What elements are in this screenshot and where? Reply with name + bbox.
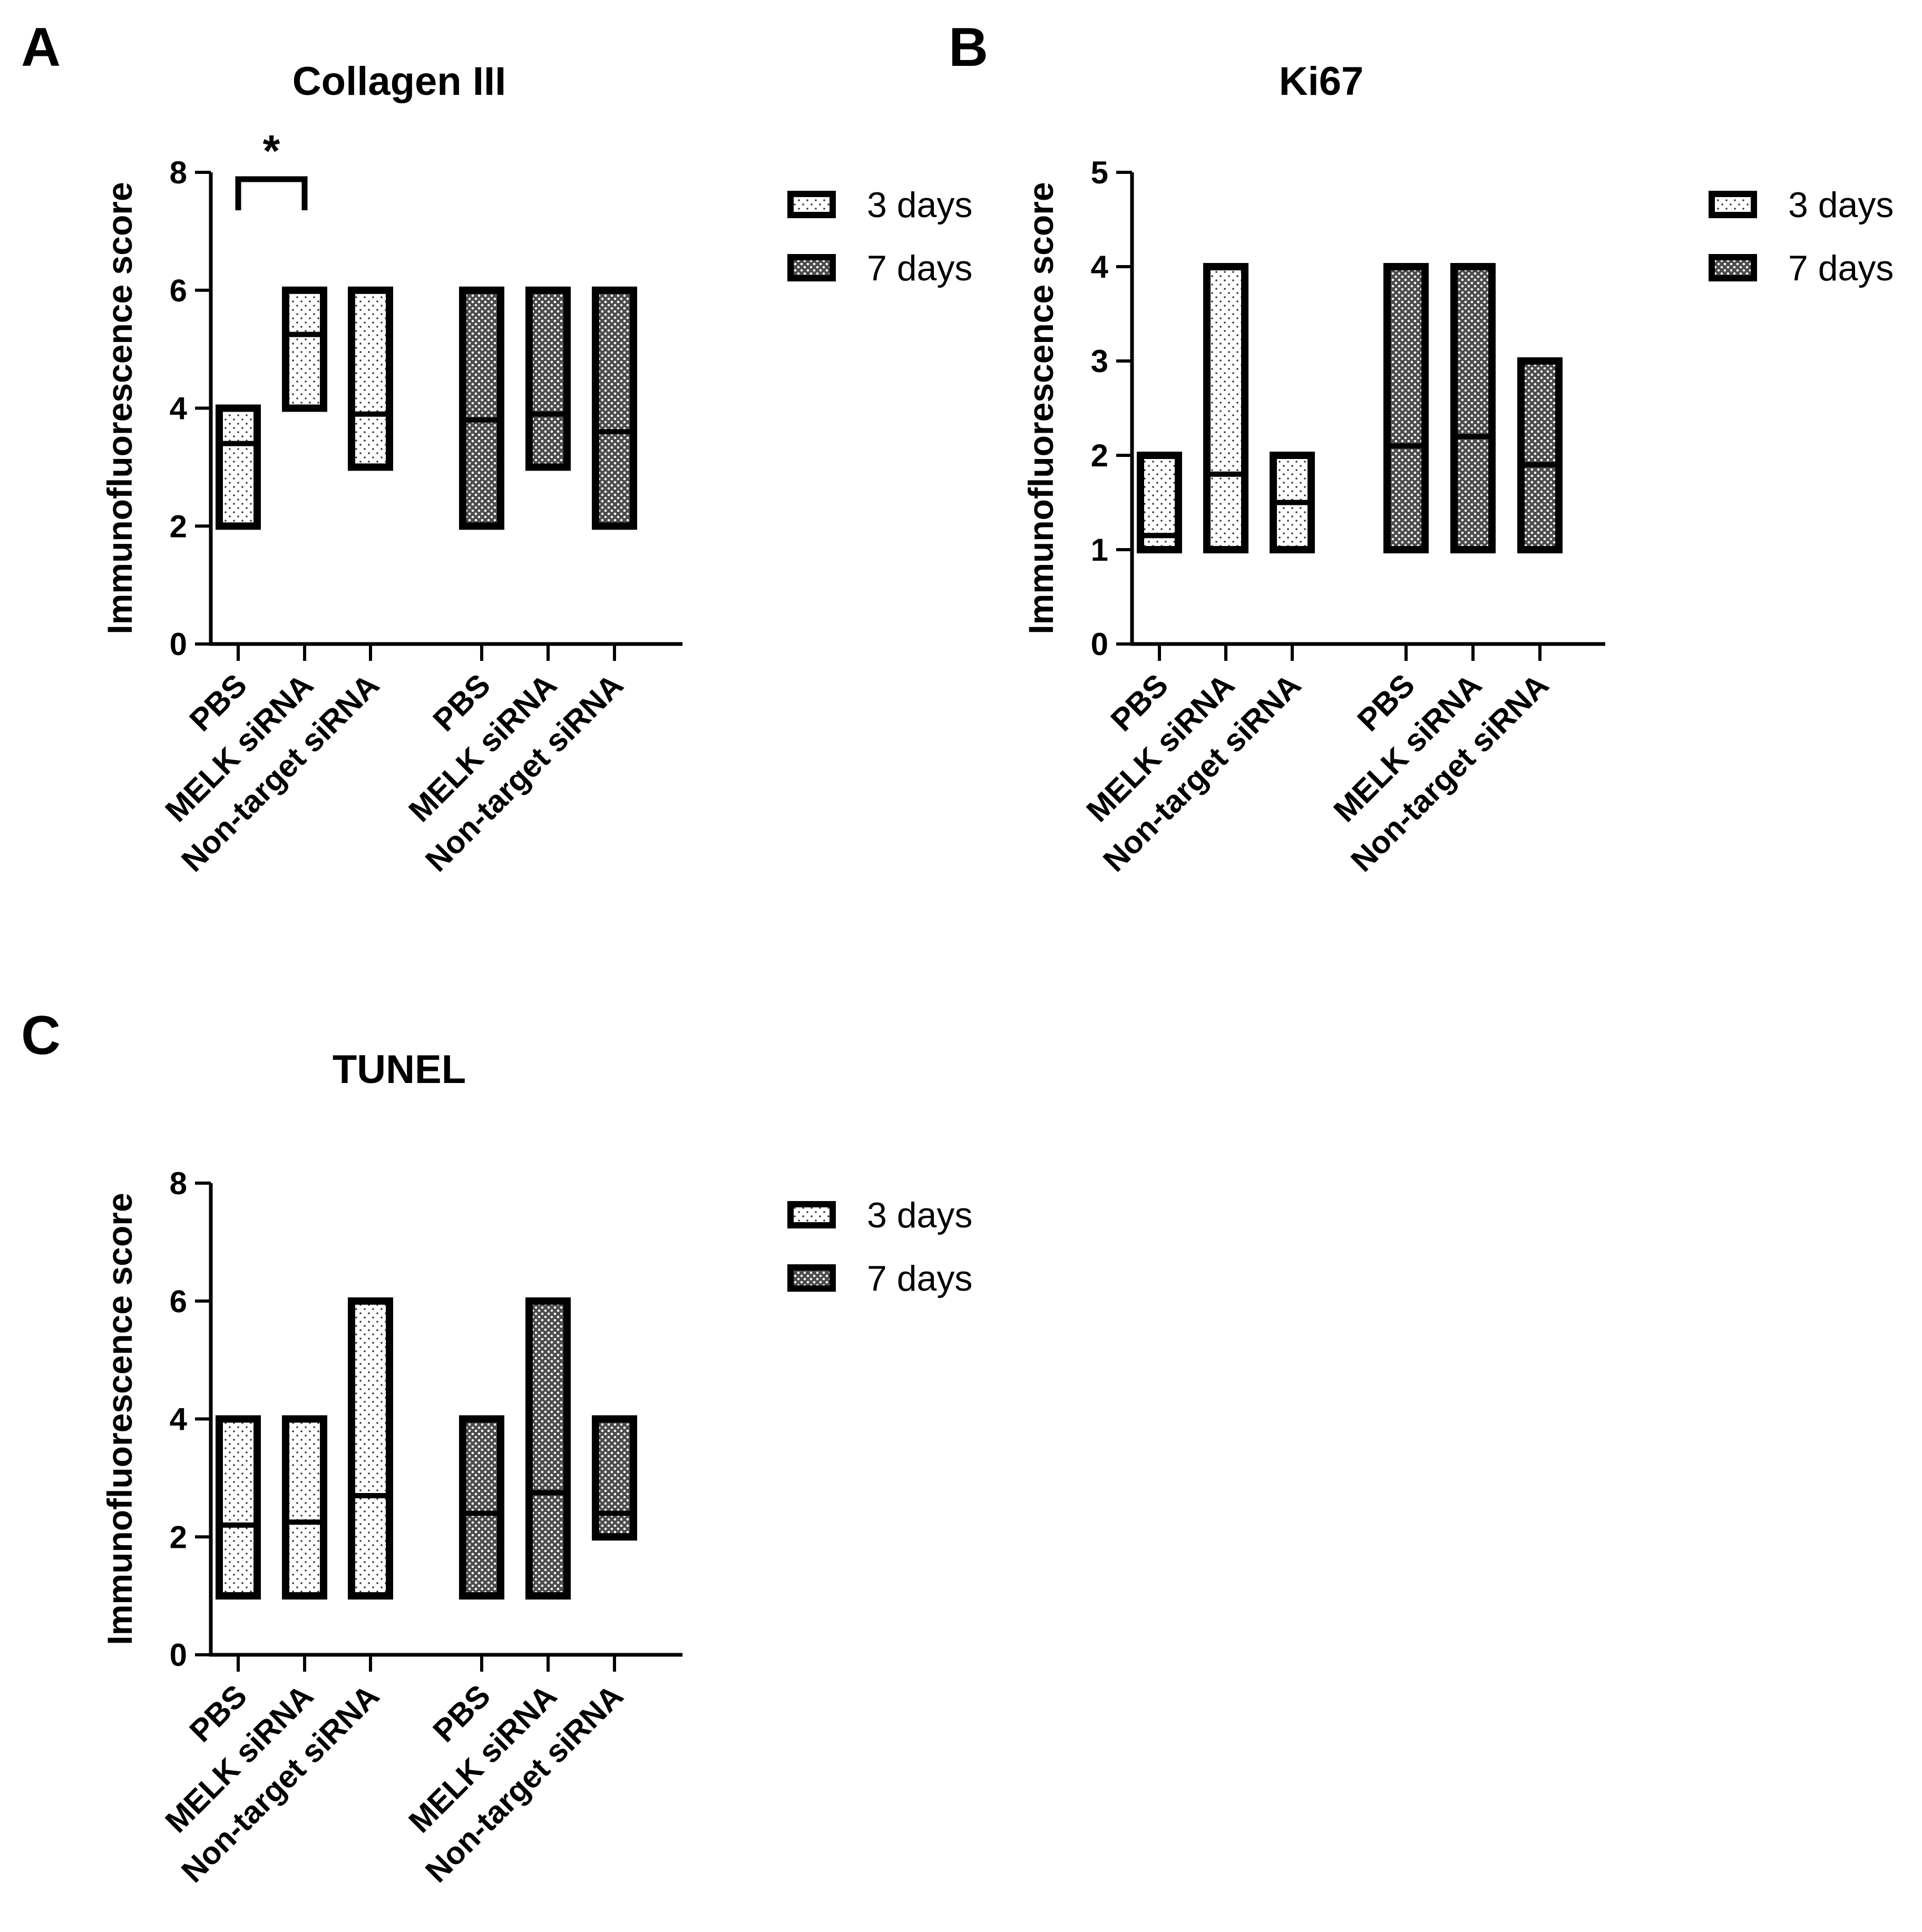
y-axis-label: Immunofluorescence score	[100, 1193, 139, 1645]
y-tick-label: 4	[170, 391, 188, 426]
y-tick-label: 0	[170, 1637, 187, 1673]
bar-7-days	[459, 286, 504, 530]
y-tick-label: 4	[170, 1402, 188, 1437]
legend-label: 7 days	[1788, 248, 1894, 288]
legend-label: 3 days	[1788, 185, 1894, 225]
y-tick-label: 0	[170, 627, 187, 662]
significance-label: *	[263, 126, 280, 175]
panel-letter: A	[21, 17, 61, 78]
panel-letter: B	[949, 17, 988, 78]
y-tick-label: 3	[1091, 344, 1108, 379]
legend-swatch	[1709, 254, 1757, 281]
bar-3-days	[348, 1297, 393, 1600]
y-tick-label: 1	[1091, 532, 1108, 568]
legend-swatch	[787, 1201, 836, 1228]
panel-a: A Collagen III Immunofluorescence score 0 2 4…	[21, 17, 972, 879]
legend-label: 3 days	[867, 1195, 972, 1235]
bar-7-days	[525, 1297, 571, 1600]
bar-7-days	[592, 1415, 637, 1541]
y-tick-label: 2	[1091, 438, 1108, 473]
legend-label: 7 days	[867, 1258, 972, 1299]
bar-7-days	[459, 1415, 504, 1600]
y-tick-label: 2	[170, 1519, 187, 1555]
y-tick-label: 8	[170, 155, 187, 190]
y-tick-label: 2	[170, 509, 187, 544]
bar-7-days	[525, 286, 571, 471]
y-tick-label: 5	[1091, 155, 1108, 190]
bar-3-days	[216, 404, 261, 530]
bar-3-days	[282, 286, 327, 412]
bar-3-days	[282, 1415, 327, 1600]
legend-label: 7 days	[867, 248, 972, 288]
legend-swatch	[787, 254, 836, 281]
bar-3-days	[348, 286, 393, 471]
bar-3-days	[216, 1415, 261, 1600]
significance-bracket	[235, 176, 308, 210]
y-tick-label: 6	[170, 1284, 187, 1319]
y-tick-label: 8	[170, 1166, 187, 1201]
y-tick-label: 4	[1091, 249, 1109, 285]
bar-7-days	[1450, 263, 1496, 553]
chart-title: Ki67	[1279, 59, 1364, 104]
y-axis-label: Immunofluorescence score	[100, 182, 139, 634]
legend-label: 3 days	[867, 185, 972, 225]
panel-letter: C	[21, 1005, 61, 1066]
bar-3-days	[1203, 263, 1248, 553]
y-tick-label: 6	[170, 273, 187, 308]
legend-swatch	[787, 191, 836, 218]
y-axis-label: Immunofluorescence score	[1021, 182, 1060, 634]
bar-7-days	[1517, 357, 1563, 553]
bar-7-days	[592, 286, 637, 530]
legend-swatch	[787, 1264, 836, 1292]
bar-7-days	[1383, 263, 1429, 553]
y-tick-label: 0	[1091, 627, 1108, 662]
legend-swatch	[1709, 191, 1757, 218]
chart-title: Collagen III	[292, 59, 506, 104]
chart-title: TUNEL	[333, 1047, 466, 1092]
